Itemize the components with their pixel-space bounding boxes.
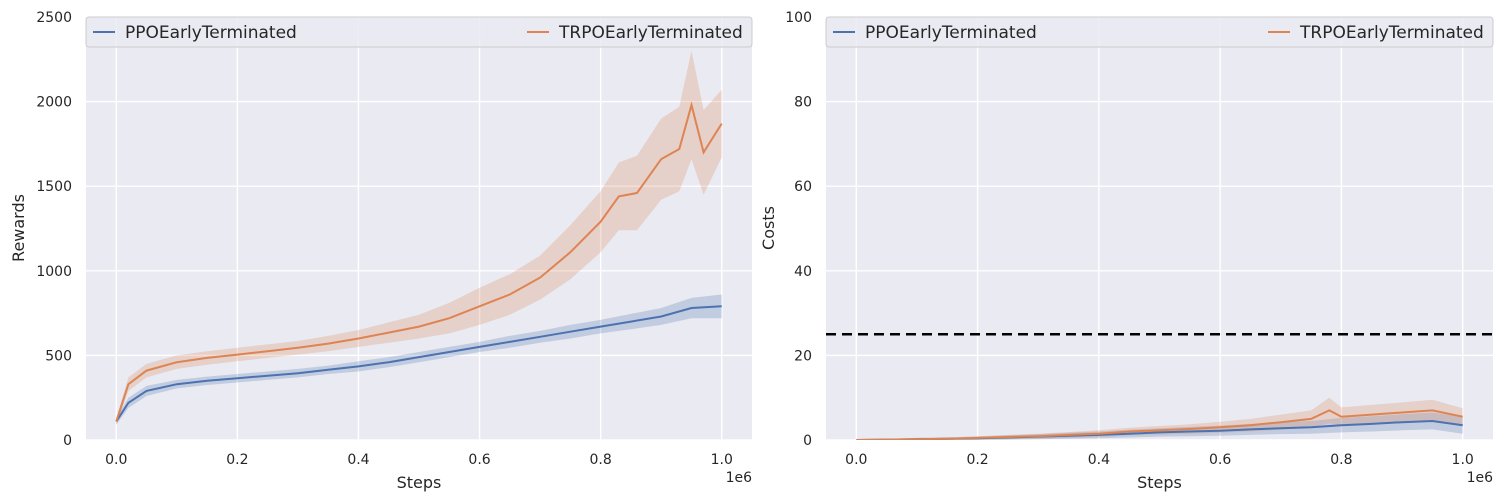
- chart-2: 0.0 0.2 0.4 0.6 0.8 1.0 0 20 40 60 80 100 1e6 Steps Co…: [759, 10, 1494, 492]
- x-tick-label: 0.8: [1330, 452, 1352, 468]
- x-tick-label: 0.0: [105, 452, 127, 468]
- x-axis-label: Steps: [1137, 473, 1182, 492]
- x-tick-label: 0.6: [1209, 452, 1231, 468]
- legend-label: PPOEarlyTerminated: [865, 23, 1037, 43]
- legend-label: TRPOEarlyTerminated: [1299, 23, 1484, 43]
- series-line-TRPOEarlyTerminated: [856, 409, 1463, 440]
- series-line-TRPOEarlyTerminated: [115, 101, 723, 422]
- plot-area: [826, 17, 1493, 440]
- confidence-band-TRPOEarlyTerminated: [116, 50, 722, 425]
- y-tick-label: 2500: [36, 10, 72, 26]
- y-tick-label: 20: [794, 348, 812, 364]
- x-tick-label: 0.4: [1088, 452, 1110, 468]
- y-tick-label: 1500: [36, 179, 72, 195]
- x-tick-label: 1.0: [711, 452, 733, 468]
- x-tick-label: 0.2: [226, 452, 248, 468]
- y-tick-label: 60: [794, 179, 812, 195]
- x-offset-label: 1e6: [726, 470, 753, 486]
- confidence-band-PPOEarlyTerminated: [856, 412, 1463, 440]
- legend-box: [825, 16, 1494, 48]
- y-tick-label: 500: [45, 348, 72, 364]
- y-tick-label: 2000: [36, 95, 72, 111]
- y-tick-label: 1000: [36, 264, 72, 280]
- confidence-band-PPOEarlyTerminated: [116, 294, 722, 425]
- legend-label: PPOEarlyTerminated: [125, 23, 297, 43]
- chart-1: 0.0 0.2 0.4 0.6 0.8 1.0 0 500 1000 1500 2000 2500 1e…: [9, 10, 753, 492]
- y-axis-label: Rewards: [9, 194, 28, 262]
- legend-label: TRPOEarlyTerminated: [558, 23, 743, 43]
- x-tick-label: 0.8: [590, 452, 612, 468]
- x-axis-label: Steps: [397, 473, 442, 492]
- y-tick-label: 40: [794, 264, 812, 280]
- series-group: [115, 50, 723, 425]
- y-tick-label: 100: [785, 10, 812, 26]
- series-group: [856, 397, 1463, 440]
- x-tick-label: 0.6: [468, 452, 490, 468]
- series-line-PPOEarlyTerminated: [115, 305, 722, 422]
- x-tick-label: 0.4: [347, 452, 369, 468]
- x-tick-label: 0.2: [966, 452, 988, 468]
- y-tick-label: 0: [63, 433, 72, 449]
- y-tick-label: 80: [794, 95, 812, 111]
- x-tick-label: 1.0: [1452, 452, 1474, 468]
- x-offset-label: 1e6: [1467, 470, 1494, 486]
- plot-area: [86, 17, 752, 440]
- legend-box: [85, 16, 753, 48]
- y-axis-label: Costs: [759, 206, 778, 250]
- x-tick-label: 0.0: [845, 452, 867, 468]
- legend: PPOEarlyTerminated TRPOEarlyTerminated: [85, 16, 753, 48]
- y-tick-label: 0: [803, 433, 812, 449]
- legend: PPOEarlyTerminated TRPOEarlyTerminated: [825, 16, 1494, 48]
